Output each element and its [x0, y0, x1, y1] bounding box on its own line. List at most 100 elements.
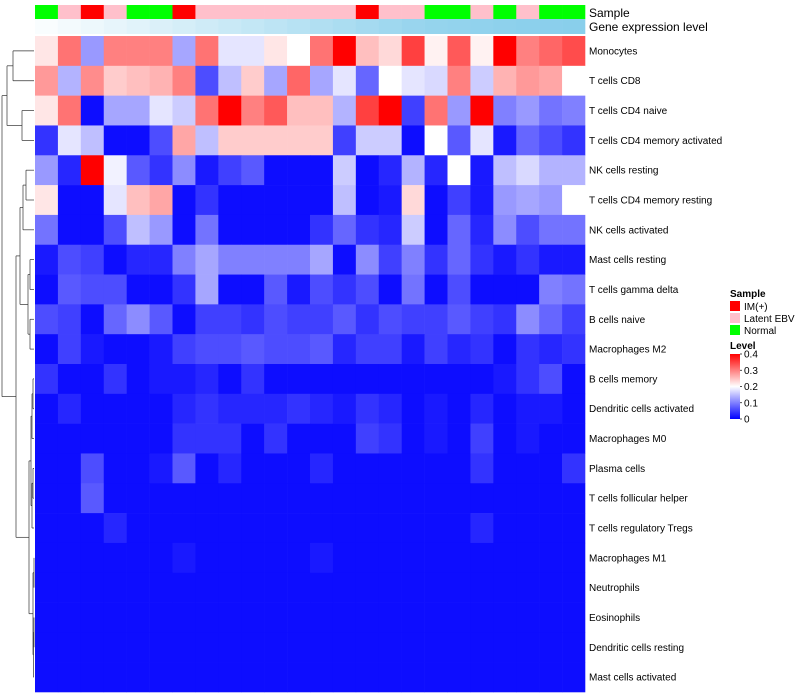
- heatmap-cell: [264, 602, 288, 633]
- heatmap-cell: [401, 36, 425, 67]
- heatmap-cell: [80, 214, 105, 246]
- heatmap-cell: [195, 185, 219, 216]
- heatmap-cell: [562, 65, 586, 96]
- sample-annotation-bar: [35, 5, 586, 19]
- heatmap-cell: [424, 125, 448, 156]
- heatmap-cell: [241, 572, 265, 603]
- heatmap-cell: [447, 125, 471, 156]
- row-label: Monocytes: [589, 46, 637, 57]
- heatmap-cell: [35, 214, 59, 246]
- heatmap-cell: [57, 602, 82, 633]
- heatmap-cell: [401, 65, 425, 96]
- heatmap-cell: [470, 483, 494, 514]
- heatmap-cell: [424, 304, 448, 335]
- heatmap-cell: [332, 602, 357, 633]
- heatmap-cell: [562, 185, 586, 216]
- heatmap-cell: [539, 65, 563, 96]
- heatmap-cell: [424, 65, 448, 96]
- heatmap-cell: [149, 542, 173, 574]
- heatmap-cell: [332, 453, 357, 484]
- heatmap-cell: [355, 334, 380, 365]
- heatmap-cell: [401, 155, 425, 186]
- heatmap-cell: [355, 542, 380, 574]
- heatmap-cell: [447, 214, 471, 246]
- heatmap-cell: [35, 36, 59, 67]
- heatmap-cell: [264, 513, 288, 544]
- heatmap-cell: [424, 36, 448, 67]
- gene-expression-cell: [241, 19, 265, 34]
- heatmap-cell: [218, 185, 242, 216]
- heatmap-cell: [332, 334, 357, 365]
- heatmap-cell: [195, 65, 219, 96]
- heatmap-cell: [218, 662, 242, 693]
- heatmap-cell: [539, 214, 563, 246]
- heatmap-cell: [378, 602, 402, 633]
- heatmap-cell: [447, 662, 471, 693]
- legend-sample-title: Sample: [730, 289, 766, 300]
- heatmap-cell: [126, 244, 150, 275]
- heatmap-cell: [149, 334, 173, 365]
- heatmap-cell: [80, 274, 105, 305]
- heatmap-cell: [241, 453, 265, 484]
- heatmap-cell: [516, 423, 540, 454]
- sample-annotation-cell: [401, 5, 425, 19]
- heatmap-cell: [218, 304, 242, 335]
- gene-expression-cell: [332, 19, 357, 34]
- heatmap-cell: [401, 423, 425, 454]
- heatmap-cell: [493, 65, 517, 96]
- heatmap-cell: [195, 483, 219, 514]
- legend-swatch: [730, 325, 740, 335]
- heatmap-cell: [149, 65, 173, 96]
- heatmap-cell: [264, 214, 288, 246]
- heatmap-cell: [172, 36, 196, 67]
- heatmap-cell: [264, 542, 288, 574]
- heatmap-cell: [516, 364, 540, 395]
- sample-annotation-cell: [103, 5, 127, 19]
- heatmap-cell: [493, 244, 517, 275]
- heatmap-cell: [35, 632, 59, 663]
- heatmap-cell: [470, 572, 494, 603]
- heatmap-cell: [310, 334, 334, 365]
- heatmap-cell: [172, 662, 196, 693]
- heatmap-cell: [149, 274, 173, 305]
- heatmap-cell: [264, 393, 288, 424]
- heatmap-cell: [264, 125, 288, 156]
- heatmap-cell: [241, 274, 265, 305]
- heatmap-cell: [195, 393, 219, 424]
- heatmap-cell: [539, 602, 563, 633]
- heatmap-cell: [35, 185, 59, 216]
- heatmap-cell: [103, 483, 127, 514]
- sample-annotation-cell: [126, 5, 150, 19]
- heatmap-cell: [241, 125, 265, 156]
- heatmap-cell: [562, 483, 586, 514]
- heatmap-cell: [424, 542, 448, 574]
- sample-annotation-cell: [378, 5, 402, 19]
- heatmap-cell: [562, 125, 586, 156]
- heatmap-cell: [264, 632, 288, 663]
- heatmap-cell: [562, 393, 586, 424]
- heatmap-cell: [103, 542, 127, 574]
- heatmap-cell: [195, 155, 219, 186]
- heatmap-cell: [287, 393, 311, 424]
- heatmap-cell: [218, 513, 242, 544]
- heatmap-cell: [378, 423, 402, 454]
- heatmap-cell: [218, 274, 242, 305]
- heatmap-cell: [378, 274, 402, 305]
- heatmap-cell: [470, 632, 494, 663]
- heatmap-cell: [447, 155, 471, 186]
- heatmap-cell: [287, 334, 311, 365]
- legend-swatch: [730, 301, 740, 311]
- heatmap-cell: [149, 393, 173, 424]
- heatmap-cell: [287, 513, 311, 544]
- heatmap-cell: [35, 364, 59, 395]
- heatmap-cell: [401, 214, 425, 246]
- sample-annotation-label: Sample: [589, 6, 630, 20]
- heatmap-cell: [470, 125, 494, 156]
- heatmap-cell: [401, 244, 425, 275]
- gene-expression-cell: [57, 19, 82, 34]
- heatmap-cell: [57, 214, 82, 246]
- sample-annotation-cell: [80, 5, 105, 19]
- heatmap-cell: [241, 214, 265, 246]
- heatmap-cell: [401, 453, 425, 484]
- heatmap-cell: [355, 602, 380, 633]
